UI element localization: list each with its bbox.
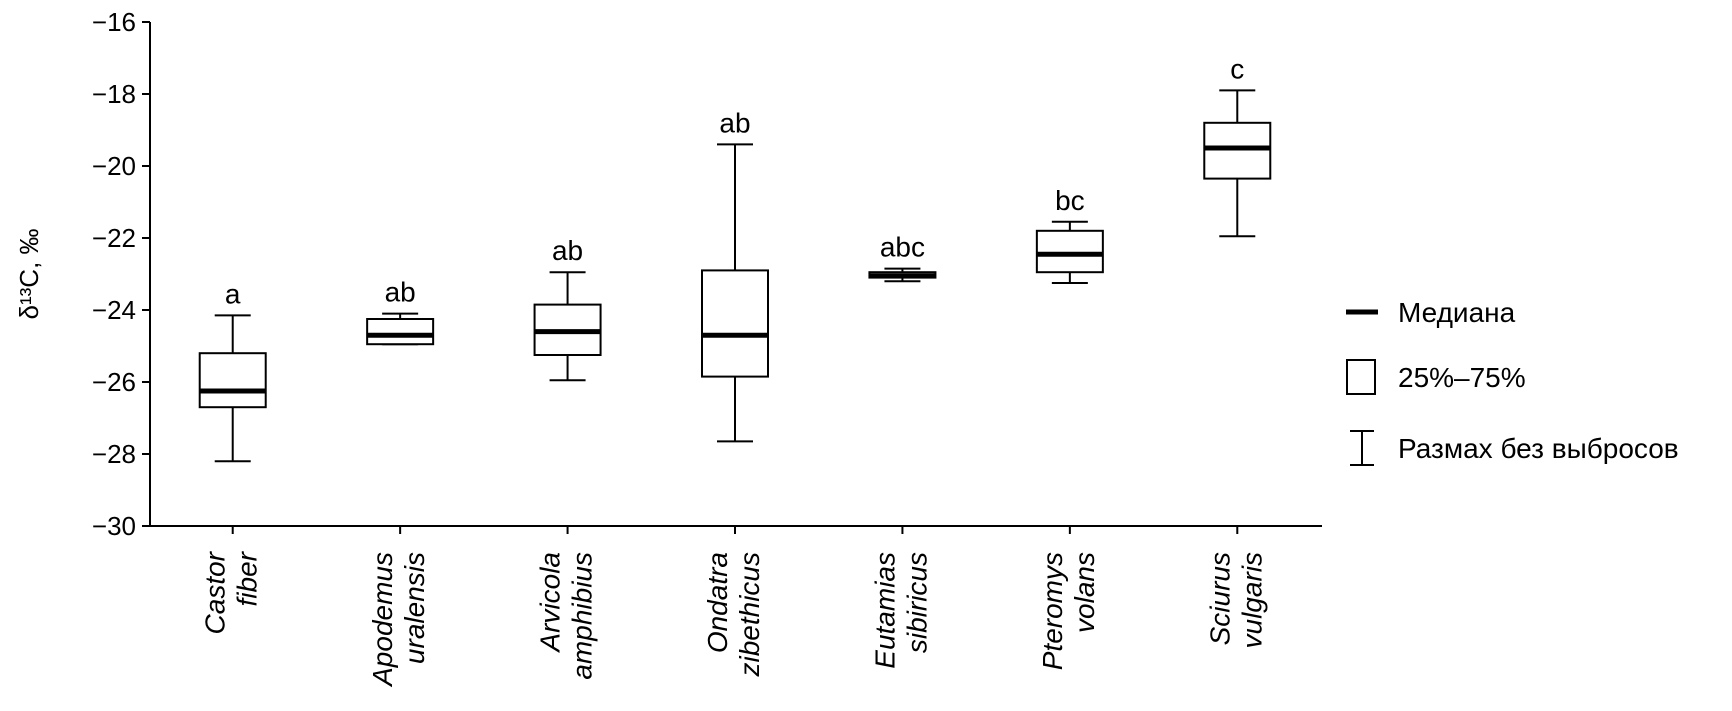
y-tick-label: −20 <box>92 151 136 181</box>
category-label: Apodemus uralensis <box>367 552 430 688</box>
category-label-line2: uralensis <box>399 552 430 664</box>
y-tick-label: −18 <box>92 79 136 109</box>
box-arvicola: ab <box>533 235 602 382</box>
significance-label: ab <box>552 235 583 266</box>
category-label: Eutamias sibiricus <box>869 552 932 669</box>
significance-label: abc <box>880 232 925 263</box>
legend-item: Размах без выбросов <box>1350 430 1679 466</box>
significance-label: ab <box>385 277 416 308</box>
category-label: Ondatra zibethicus <box>702 552 765 678</box>
category-label-line1: Castor <box>200 550 231 634</box>
box-eutamias: abc <box>868 232 937 283</box>
category-label-line2: amphibius <box>567 552 598 680</box>
category-label: Pteromys volans <box>1037 552 1100 670</box>
legend-label: Медиана <box>1398 297 1516 328</box>
significance-label: c <box>1230 53 1244 84</box>
box-castor: a <box>198 278 267 463</box>
significance-label: ab <box>719 107 750 138</box>
axes: −16 −18 −20 −22 −24 −26 −28 −30 δ¹³C, ‰ Castor fib… <box>14 7 1322 688</box>
box-sciurus: c <box>1203 53 1272 238</box>
category-label-line2: volans <box>1069 552 1100 633</box>
box-ondatra: ab <box>701 107 769 443</box>
iqr-box <box>1035 229 1104 274</box>
category-label-line2: zibethicus <box>734 552 765 678</box>
category-label-line1: Arvicola <box>535 552 566 654</box>
legend: Медиана 25%–75% Размах без выбросов <box>1346 297 1679 466</box>
category-label-line2: fiber <box>232 550 263 606</box>
iqr-box <box>198 352 267 409</box>
category-label-line1: Ondatra <box>702 552 733 653</box>
box-apodemus: ab <box>366 277 435 346</box>
y-tick-label: −16 <box>92 7 136 37</box>
category-label: Castor fiber <box>200 550 263 634</box>
category-label: Sciurus vulgaris <box>1204 552 1267 648</box>
significance-label: a <box>225 278 241 309</box>
significance-label: bc <box>1055 185 1085 216</box>
y-tick-label: −22 <box>92 223 136 253</box>
category-label-line1: Sciurus <box>1204 552 1235 645</box>
y-tick-label: −30 <box>92 511 136 541</box>
legend-item: Медиана <box>1346 297 1516 328</box>
legend-label: 25%–75% <box>1398 362 1526 393</box>
iqr-box <box>701 269 769 378</box>
category-label-line2: sibiricus <box>901 552 932 653</box>
category-label-line1: Apodemus <box>367 552 398 688</box>
category-label-line1: Eutamias <box>869 552 900 669</box>
box-pteromys: bc <box>1035 185 1104 284</box>
category-label-line1: Pteromys <box>1037 552 1068 670</box>
legend-box-symbol <box>1346 359 1376 395</box>
y-tick-label: −28 <box>92 439 136 469</box>
iqr-box <box>366 318 435 346</box>
y-tick-label: −24 <box>92 295 136 325</box>
legend-label: Размах без выбросов <box>1398 433 1679 464</box>
y-axis-title: δ¹³C, ‰ <box>14 228 44 319</box>
box-series: a ab ab ab abc bc c <box>198 53 1272 463</box>
iqr-box <box>1203 121 1272 180</box>
category-label: Arvicola amphibius <box>535 552 598 680</box>
y-tick-label: −26 <box>92 367 136 397</box>
legend-item: 25%–75% <box>1346 359 1526 395</box>
category-label-line2: vulgaris <box>1236 552 1267 648</box>
